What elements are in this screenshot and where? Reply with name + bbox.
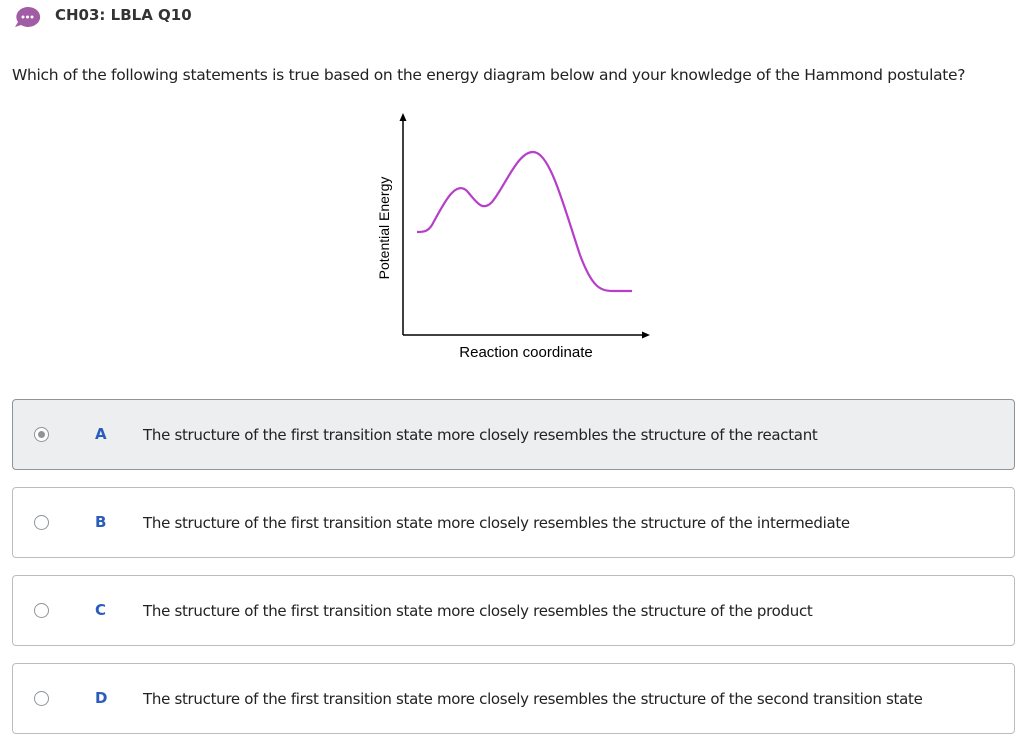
option-text: The structure of the first transition st… bbox=[143, 426, 818, 444]
option-text: The structure of the first transition st… bbox=[143, 602, 813, 620]
option-letter: B bbox=[95, 513, 107, 531]
option-text: The structure of the first transition st… bbox=[143, 690, 923, 708]
radio-button[interactable] bbox=[34, 691, 49, 706]
chat-icon bbox=[15, 6, 41, 27]
y-axis-label: Potential Energy bbox=[376, 177, 392, 280]
answer-option[interactable]: B The structure of the first transition s… bbox=[12, 487, 1015, 558]
answer-option[interactable]: C The structure of the first transition s… bbox=[12, 575, 1015, 646]
option-letter: D bbox=[95, 689, 108, 707]
answer-option[interactable]: A The structure of the first transition s… bbox=[12, 399, 1015, 470]
option-text: The structure of the first transition st… bbox=[143, 514, 850, 532]
option-letter: A bbox=[95, 425, 107, 443]
question-text: Which of the following statements is tru… bbox=[12, 66, 966, 84]
radio-button[interactable] bbox=[34, 427, 49, 442]
option-letter: C bbox=[95, 601, 107, 619]
radio-button[interactable] bbox=[34, 603, 49, 618]
energy-diagram: Potential Energy Reaction coordinate bbox=[376, 113, 650, 361]
x-axis-label: Reaction coordinate bbox=[459, 344, 592, 361]
answer-option[interactable]: D The structure of the first transition s… bbox=[12, 663, 1015, 734]
radio-button[interactable] bbox=[34, 515, 49, 530]
header-title: CH03: LBLA Q10 bbox=[55, 6, 192, 24]
